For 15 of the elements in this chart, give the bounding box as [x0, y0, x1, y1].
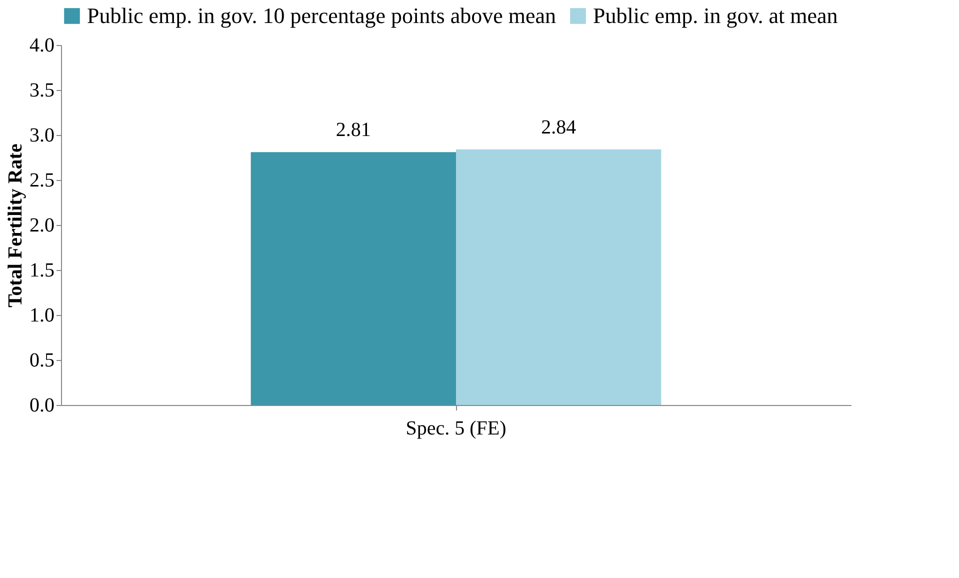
legend-label: Public emp. in gov. at mean — [593, 3, 838, 28]
y-tick-label: 1.5 — [30, 260, 54, 282]
x-tick-label: Spec. 5 (FE) — [406, 418, 506, 440]
data-label: 2.84 — [541, 116, 576, 138]
y-tick-label: 4.0 — [30, 34, 54, 56]
y-tick-label: 3.0 — [30, 124, 54, 146]
legend-label: Public emp. in gov. 10 percentage points above mean — [87, 3, 556, 28]
y-tick-label: 0.5 — [30, 350, 54, 372]
y-tick-label: 0.0 — [30, 394, 54, 416]
y-tick-label: 2.5 — [30, 170, 54, 192]
y-tick-label: 2.0 — [30, 214, 54, 236]
y-tick-label: 3.5 — [30, 80, 54, 102]
data-label: 2.81 — [336, 119, 371, 142]
y-tick-label: 1.0 — [30, 304, 54, 326]
y-axis-title: Total Fertility Rate — [4, 144, 26, 308]
